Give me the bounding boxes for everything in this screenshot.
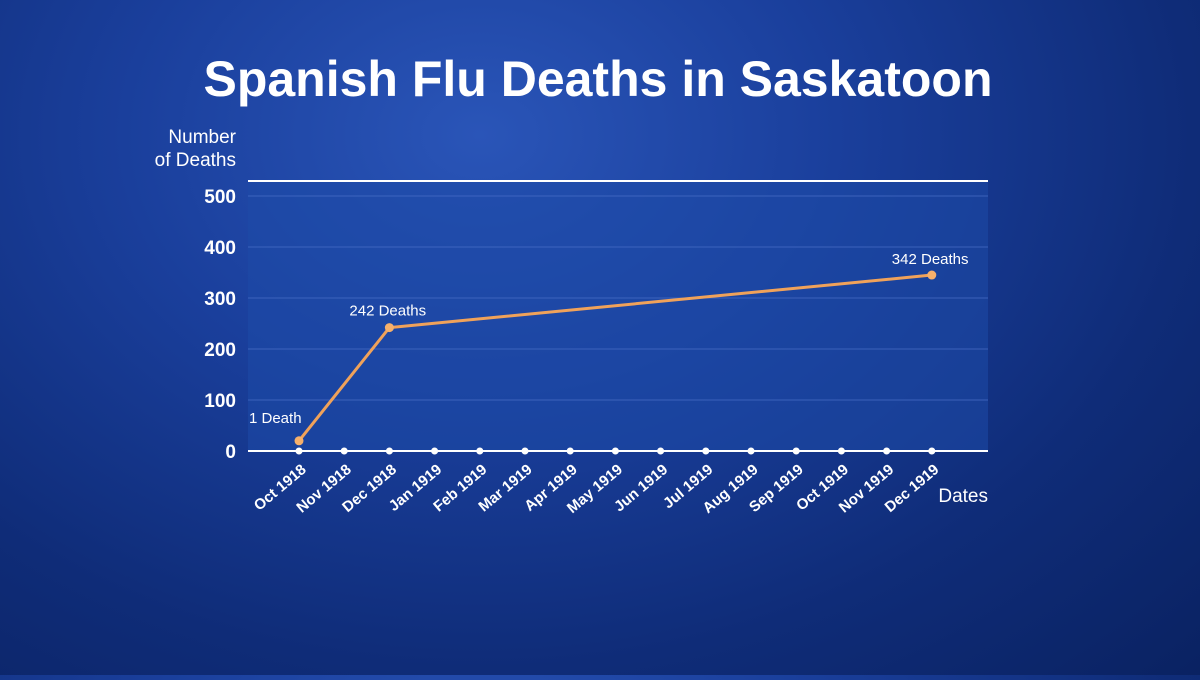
x-tick-dot — [883, 447, 891, 455]
x-tick-dot — [521, 447, 529, 455]
x-axis-label: Dates — [938, 486, 988, 507]
data-label: 342 Deaths — [892, 251, 969, 268]
y-tick-label: 400 — [204, 238, 236, 259]
y-tick-label: 300 — [204, 289, 236, 310]
plot-background — [248, 181, 988, 451]
y-tick-label: 200 — [204, 340, 236, 361]
data-point — [294, 436, 304, 446]
x-tick-dot — [611, 447, 619, 455]
x-tick-dot — [340, 447, 348, 455]
x-tick-dot — [792, 447, 800, 455]
y-axis-label-line1: Number — [168, 127, 236, 148]
x-tick-dot — [476, 447, 484, 455]
x-tick-dot — [928, 447, 936, 455]
chart-title: Spanish Flu Deaths in Saskatoon — [203, 51, 992, 107]
x-tick-dot — [566, 447, 574, 455]
x-tick-dot — [431, 447, 439, 455]
x-tick-dot — [657, 447, 665, 455]
y-tick-label: 0 — [225, 442, 236, 463]
x-tick-dot — [385, 447, 393, 455]
data-point — [927, 270, 937, 280]
y-tick-label: 500 — [204, 187, 236, 208]
data-point — [384, 323, 394, 333]
data-label: 1 Death — [249, 410, 302, 427]
x-tick-dot — [747, 447, 755, 455]
x-tick-dot — [837, 447, 845, 455]
y-tick-label: 100 — [204, 391, 236, 412]
x-tick-dot — [295, 447, 303, 455]
data-label: 242 Deaths — [349, 303, 426, 320]
x-tick-dot — [702, 447, 710, 455]
y-axis-label-line2: of Deaths — [155, 150, 236, 171]
